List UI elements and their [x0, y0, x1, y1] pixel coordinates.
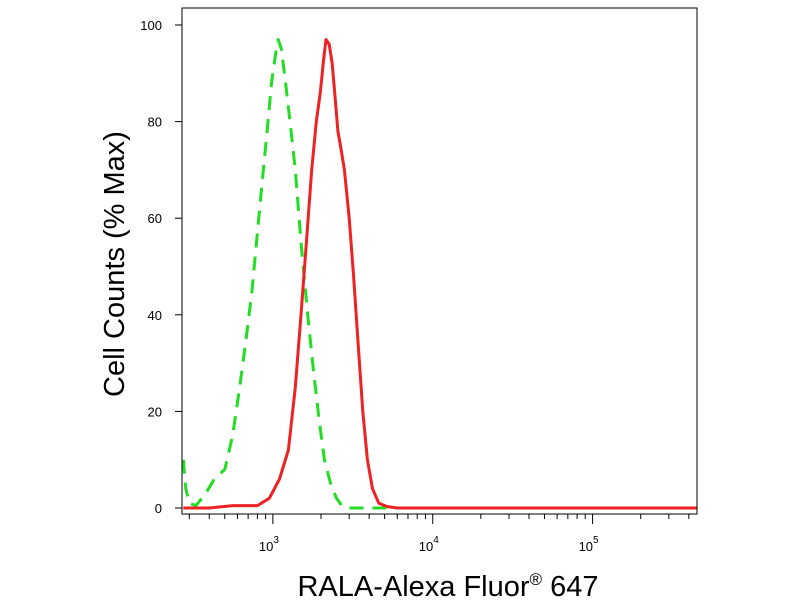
x-tick-base: 10: [579, 539, 593, 554]
series-line-2: [183, 38, 697, 510]
y-tick-label: 40: [148, 308, 162, 323]
y-axis: 0 20 40 60 80 100: [140, 18, 182, 516]
x-tick-base: 10: [259, 539, 273, 554]
x-tick-exponent: 4: [433, 535, 439, 546]
y-tick-label: 80: [148, 115, 162, 130]
x-tick-exponent: 3: [273, 535, 279, 546]
series-layer: [181, 38, 697, 510]
x-tick-base: 10: [419, 539, 433, 554]
x-tick-label: 103: [259, 535, 279, 554]
x-tick-label: 104: [419, 535, 439, 554]
y-tick-label: 20: [148, 404, 162, 419]
y-tick-label: 100: [140, 18, 162, 33]
x-tick-exponent: 5: [593, 535, 599, 546]
x-axis-title-main: RALA-Alexa Fluor: [297, 571, 529, 600]
x-axis-title-registered-mark: ®: [530, 570, 543, 589]
x-axis-title-suffix-space: [542, 571, 550, 600]
x-axis-title: RALA-Alexa Fluor® 647: [297, 570, 598, 600]
plot-frame: [181, 7, 698, 515]
y-tick-label: 0: [155, 501, 162, 516]
y-tick-label: 60: [148, 211, 162, 226]
x-axis-title-suffix: 647: [550, 571, 598, 600]
y-axis-title: Cell Counts (% Max): [99, 131, 131, 397]
x-tick-label: 105: [579, 535, 599, 554]
series-line-1: [181, 38, 697, 510]
x-axis: 103 104 105: [188, 514, 690, 554]
